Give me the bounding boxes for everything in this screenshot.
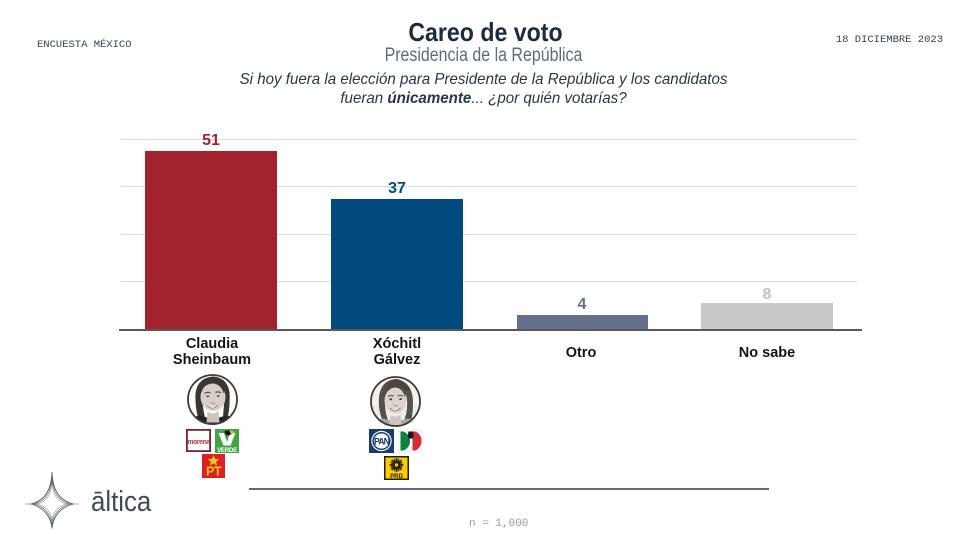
svg-text:VERDE: VERDE [217,447,237,453]
svg-text:morena: morena [187,439,210,446]
svg-text:PRD: PRD [390,474,403,480]
svg-text:PT: PT [206,465,222,479]
svg-text:PAN: PAN [374,436,390,446]
